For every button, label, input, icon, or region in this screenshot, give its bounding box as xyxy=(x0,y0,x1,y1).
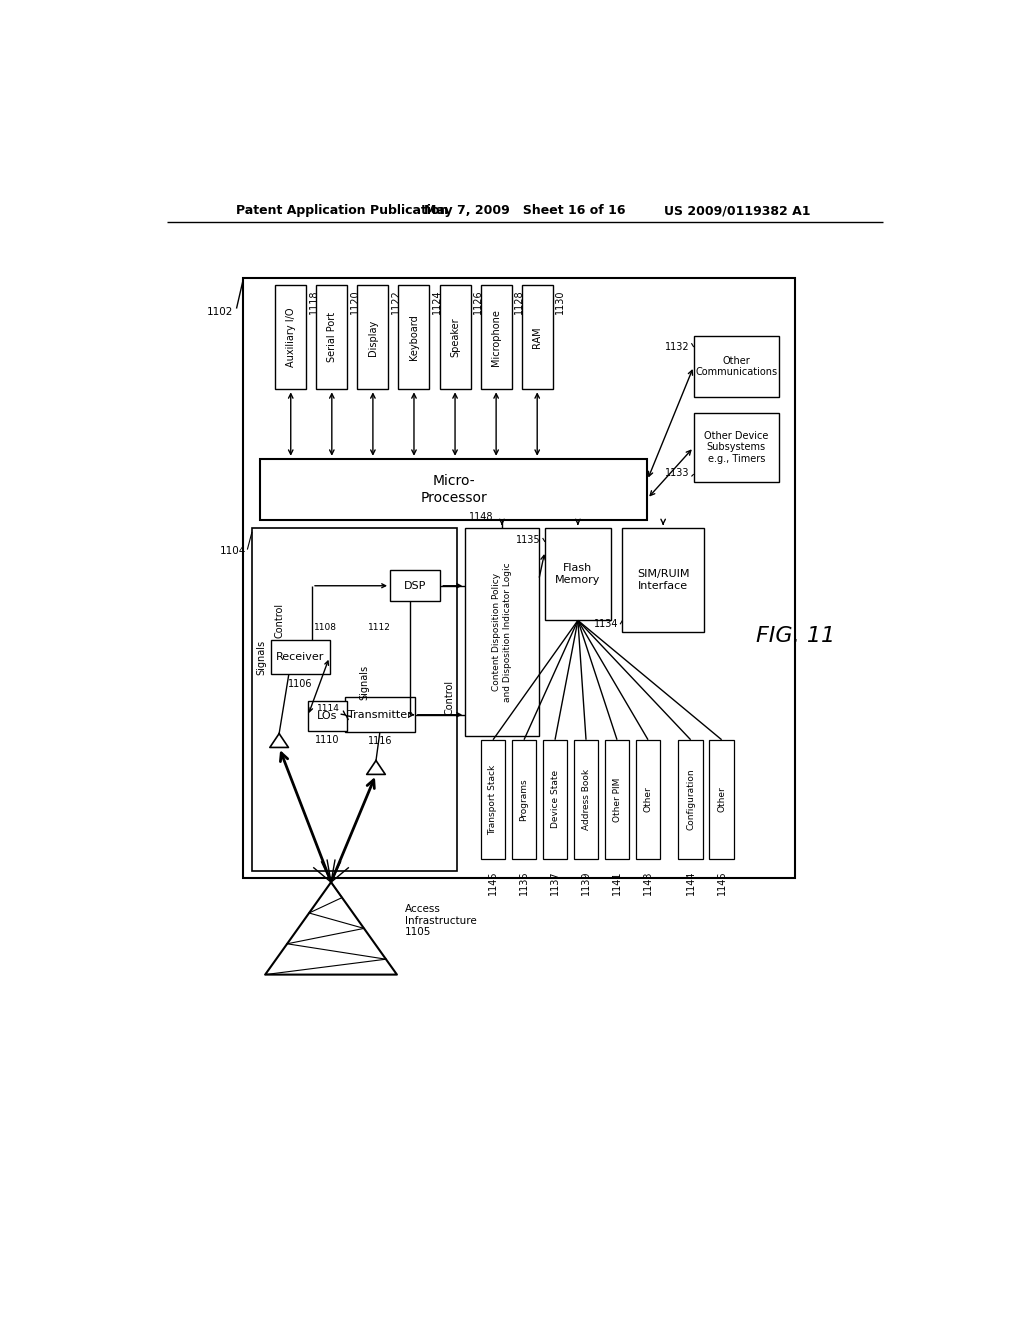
Text: 1108: 1108 xyxy=(314,623,337,632)
Text: 1120: 1120 xyxy=(349,289,359,314)
Bar xyxy=(623,528,703,632)
Text: 1124: 1124 xyxy=(432,289,441,314)
Bar xyxy=(573,739,598,859)
Text: 1106: 1106 xyxy=(288,678,312,689)
Bar xyxy=(710,739,734,859)
Bar xyxy=(316,285,347,389)
Text: 1110: 1110 xyxy=(315,735,339,744)
Text: US 2009/0119382 A1: US 2009/0119382 A1 xyxy=(664,205,810,218)
Text: 1133: 1133 xyxy=(666,469,690,478)
Text: RAM: RAM xyxy=(532,326,542,348)
Text: 1148: 1148 xyxy=(469,512,494,521)
Text: Transmitter: Transmitter xyxy=(348,710,412,719)
Bar xyxy=(345,697,415,733)
Text: Signals: Signals xyxy=(359,664,370,700)
Bar xyxy=(357,285,388,389)
Text: 1128: 1128 xyxy=(514,289,524,314)
Text: Other: Other xyxy=(643,787,652,812)
Bar xyxy=(260,459,647,520)
Text: 1132: 1132 xyxy=(666,342,690,351)
Bar xyxy=(636,739,660,859)
Text: Serial Port: Serial Port xyxy=(327,313,337,363)
Text: 1145: 1145 xyxy=(488,871,498,895)
Text: Speaker: Speaker xyxy=(451,318,460,358)
Text: Configuration: Configuration xyxy=(686,768,695,830)
Text: Device State: Device State xyxy=(551,771,559,829)
Text: 1139: 1139 xyxy=(581,871,591,895)
Text: DSP: DSP xyxy=(403,581,426,591)
Text: Access
Infrastructure
1105: Access Infrastructure 1105 xyxy=(404,904,476,937)
Text: Content Disposition Policy
and Disposition Indicator Logic: Content Disposition Policy and Dispositi… xyxy=(493,562,512,702)
Bar xyxy=(512,739,537,859)
Text: 1135: 1135 xyxy=(516,535,541,545)
Bar xyxy=(275,285,306,389)
Text: SIM/RUIM
Interface: SIM/RUIM Interface xyxy=(637,569,689,591)
Text: Display: Display xyxy=(368,319,378,355)
Text: Signals: Signals xyxy=(256,639,266,675)
Text: Micro-
Processor: Micro- Processor xyxy=(420,474,486,504)
Text: Patent Application Publication: Patent Application Publication xyxy=(237,205,449,218)
Bar xyxy=(545,528,611,620)
Bar xyxy=(439,285,471,389)
Bar xyxy=(243,277,795,878)
Text: Control: Control xyxy=(444,680,455,715)
Bar xyxy=(521,285,553,389)
Text: 1146: 1146 xyxy=(717,871,727,895)
Text: 1102: 1102 xyxy=(207,308,233,317)
Bar xyxy=(678,739,703,859)
Bar xyxy=(543,739,567,859)
Bar xyxy=(398,285,429,389)
Text: 1144: 1144 xyxy=(686,871,695,895)
Text: 1137: 1137 xyxy=(550,871,560,895)
Text: Address Book: Address Book xyxy=(582,768,591,830)
Text: Keyboard: Keyboard xyxy=(409,314,419,360)
Text: 1122: 1122 xyxy=(391,289,400,314)
Text: 1114: 1114 xyxy=(316,704,339,713)
Bar xyxy=(390,570,440,601)
Text: 1143: 1143 xyxy=(643,871,653,895)
Bar xyxy=(465,528,539,737)
Text: May 7, 2009   Sheet 16 of 16: May 7, 2009 Sheet 16 of 16 xyxy=(424,205,626,218)
Text: Microphone: Microphone xyxy=(492,309,501,366)
Text: FIG. 11: FIG. 11 xyxy=(756,626,835,645)
Text: Other: Other xyxy=(717,787,726,812)
Bar xyxy=(693,412,779,482)
Text: Programs: Programs xyxy=(519,777,528,821)
Bar xyxy=(604,739,630,859)
Text: Transport Stack: Transport Stack xyxy=(488,764,498,834)
Bar xyxy=(480,739,506,859)
Bar xyxy=(271,640,330,675)
Bar xyxy=(693,335,779,397)
Bar xyxy=(308,701,346,730)
Text: Control: Control xyxy=(274,603,284,638)
Text: 1104: 1104 xyxy=(219,546,246,556)
Text: 1136: 1136 xyxy=(519,871,529,895)
Text: Flash
Memory: Flash Memory xyxy=(555,564,600,585)
Text: Auxiliary I/O: Auxiliary I/O xyxy=(286,308,296,367)
Text: 1126: 1126 xyxy=(473,289,483,314)
Text: Receiver: Receiver xyxy=(276,652,325,661)
Text: Other Device
Subsystems
e.g., Timers: Other Device Subsystems e.g., Timers xyxy=(705,430,769,463)
Text: 1141: 1141 xyxy=(612,871,622,895)
Text: 1116: 1116 xyxy=(368,737,392,746)
Text: LOs: LOs xyxy=(317,711,337,721)
Bar xyxy=(252,528,458,871)
Bar xyxy=(480,285,512,389)
Text: 1134: 1134 xyxy=(594,619,618,630)
Text: 1112: 1112 xyxy=(369,623,391,632)
Text: Other PIM: Other PIM xyxy=(612,777,622,821)
Text: 1130: 1130 xyxy=(555,289,565,314)
Text: Other
Communications: Other Communications xyxy=(695,355,777,378)
Text: 1118: 1118 xyxy=(308,289,318,314)
